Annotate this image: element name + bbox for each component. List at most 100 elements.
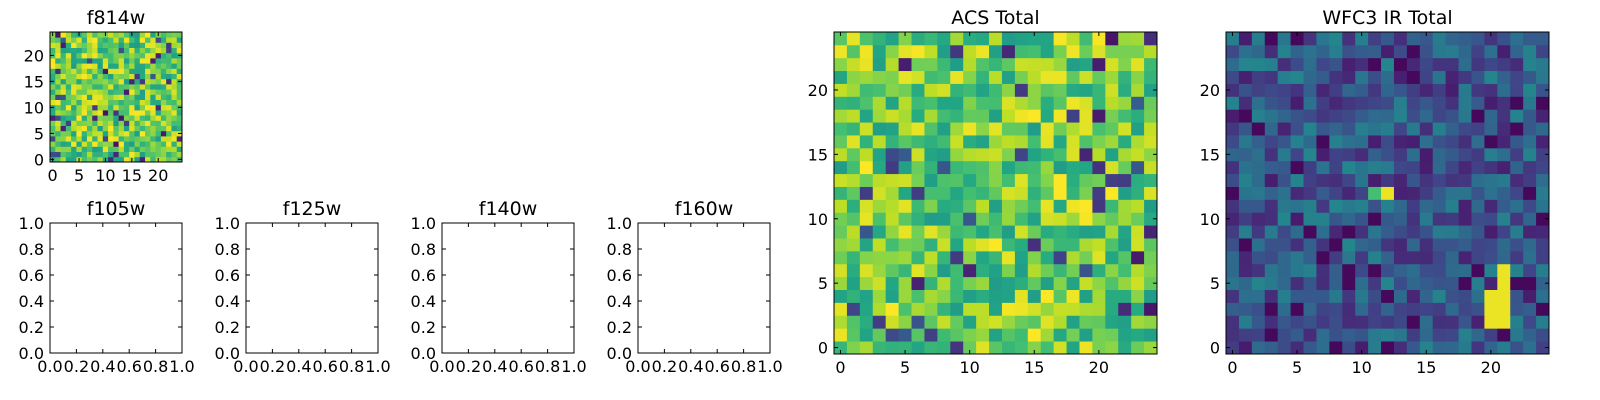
heatmap-cell [1027,70,1042,84]
heatmap-cell [155,141,162,147]
heatmap-cell [1144,328,1158,342]
heatmap-cell [950,44,964,59]
heatmap-cell [1523,225,1537,239]
heatmap-cell [1406,250,1421,265]
heatmap-cell [872,83,887,97]
heatmap-cell [1066,199,1080,213]
heatmap-cell [1027,83,1042,97]
heatmap-cell [102,146,109,152]
heatmap-cell [176,110,183,116]
heatmap-cell [1066,32,1080,46]
heatmap-cell [139,130,146,137]
heatmap-cell [171,156,178,163]
heatmap-cell [1432,263,1447,278]
heatmap-cell [1131,147,1145,162]
heatmap-cell [1226,70,1240,84]
heatmap-cell [1406,83,1421,97]
heatmap-cell [1393,225,1408,239]
heatmap-cell [1432,276,1447,290]
heatmap-cell [108,156,114,163]
heatmap-cell [145,110,151,116]
heatmap-cell [1432,173,1447,187]
heatmap-cell [1001,57,1016,72]
heatmap-cell [1066,70,1080,84]
heatmap-cell [1355,109,1369,123]
heatmap-cell [1264,160,1279,175]
heatmap-cell [166,151,172,158]
heatmap-cell [937,328,951,342]
heatmap-cell [963,250,977,265]
heatmap-cell [129,130,135,137]
heatmap-cell [155,89,162,95]
heatmap-cell [1053,44,1067,59]
heatmap-cell [1484,199,1498,213]
heatmap-cell [118,146,125,152]
heatmap-cell [846,135,861,149]
heatmap-cell [155,84,162,90]
heatmap-cell [1014,263,1029,278]
heatmap-cell [71,99,77,106]
heatmap-cell [1053,32,1067,46]
heatmap-cell [150,120,156,126]
heatmap-cell [1251,250,1266,265]
heatmap-cell [950,70,964,84]
heatmap-cell [76,136,83,142]
heatmap-cell [1251,57,1266,72]
heatmap-cell [1001,328,1016,342]
heatmap-cell [108,47,114,54]
heatmap-cell [1419,44,1434,59]
heatmap-cell [81,125,88,132]
heatmap-cell [1355,263,1369,278]
heatmap-cell [155,73,162,80]
heatmap-cell [1497,32,1511,46]
heatmap-cell [76,37,83,43]
heatmap-cell [102,120,109,126]
heatmap-cell [1368,57,1382,72]
heatmap-cell [1226,315,1240,329]
panel-title: f140w [479,198,538,220]
heatmap-cell [145,63,151,69]
heatmap-cell [924,135,938,149]
heatmap-cell [50,63,56,69]
heatmap-cell [50,125,56,132]
heatmap-cell [65,58,72,64]
heatmap-cell [1053,147,1067,162]
heatmap-cell [1368,44,1382,59]
heatmap-cell [1342,122,1356,136]
heatmap-cell [1445,186,1459,200]
heatmap-cell [139,94,146,100]
heatmap-cell [1105,328,1119,342]
x-tick-label: 1.0 [561,357,586,376]
heatmap-cell [81,78,88,85]
x-tick-label: 0.6 [312,357,337,376]
heatmap-cell [859,238,874,252]
heatmap-cell [1014,276,1029,290]
heatmap-cell [102,37,109,43]
heatmap-cell [155,136,162,142]
heatmap-cell [834,109,848,123]
heatmap-cell [71,115,77,121]
heatmap-cell [846,225,861,239]
heatmap-cell [950,83,964,97]
heatmap-cell [81,156,88,163]
heatmap-cell [1342,341,1356,355]
heatmap-cell [108,115,114,121]
heatmap-cell [1471,199,1485,213]
heatmap-cell [65,99,72,106]
heatmap-cell [102,99,109,106]
x-tick-label: 0.6 [704,357,729,376]
heatmap-cell [1381,147,1395,162]
heatmap-cell [1027,122,1042,136]
heatmap-cell [1290,302,1304,316]
heatmap-cell [1406,57,1421,72]
heatmap-cell [1445,225,1459,239]
heatmap-cell [1458,83,1472,97]
heatmap-cell [1040,341,1055,355]
heatmap-cell [1497,135,1511,149]
heatmap-cell [1105,199,1119,213]
heatmap-cell [1393,57,1408,72]
heatmap-cell [898,328,912,342]
heatmap-cell [150,78,156,85]
heatmap-cell [92,120,98,126]
panel-title: f105w [87,198,146,220]
